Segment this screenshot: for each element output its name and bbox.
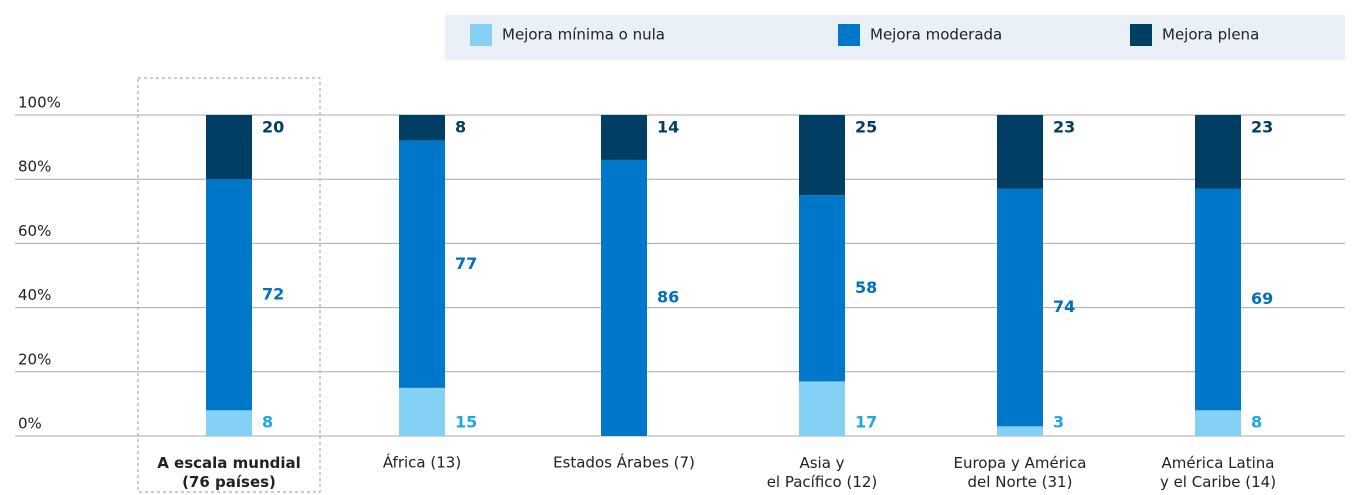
value-label: 69 (1251, 289, 1273, 308)
y-tick-label: 0% (18, 415, 42, 433)
x-tick-label: África (13) (383, 453, 461, 472)
bar-segment (997, 115, 1043, 189)
value-label: 3 (1053, 413, 1064, 432)
value-label: 20 (262, 118, 284, 137)
bar-segment (206, 115, 252, 180)
value-label: 86 (657, 287, 679, 306)
value-label: 8 (455, 118, 466, 137)
value-label: 23 (1251, 118, 1273, 137)
value-label: 14 (657, 118, 679, 137)
x-tick-label: Estados Árabes (7) (553, 453, 695, 472)
y-tick-label: 40% (18, 286, 51, 304)
bar-segment (1195, 410, 1241, 436)
y-tick-label: 60% (18, 222, 51, 240)
y-tick-label: 80% (18, 158, 51, 176)
bar-segment (206, 179, 252, 411)
legend-label: Mejora moderada (870, 26, 1002, 44)
x-tick-label: A escala mundial (76 países) (157, 454, 301, 491)
bar-segment (799, 115, 845, 196)
value-label: 58 (855, 278, 877, 297)
highlight-box (137, 77, 321, 493)
legend-swatch (1130, 24, 1152, 46)
value-label: 77 (455, 254, 477, 273)
bar-segment (399, 387, 445, 436)
value-label: 25 (855, 118, 877, 137)
bar-segment (799, 381, 845, 436)
bar-segment (997, 426, 1043, 436)
legend-label: Mejora mínima o nula (502, 26, 665, 44)
x-tick-label: Europa y América del Norte (31) (953, 454, 1086, 491)
y-tick-label: 100% (18, 94, 61, 112)
x-tick-label: América Latina y el Caribe (14) (1160, 454, 1276, 491)
value-label: 74 (1053, 297, 1075, 316)
bar-segment (997, 188, 1043, 427)
value-label: 8 (1251, 413, 1262, 432)
value-label: 23 (1053, 118, 1075, 137)
legend-background (445, 15, 1345, 60)
legend-swatch (838, 24, 860, 46)
value-label: 17 (855, 413, 877, 432)
bar-segment (799, 195, 845, 382)
bar-segment (601, 159, 647, 436)
x-tick-label: Asia y el Pacífico (12) (767, 454, 878, 491)
legend-label: Mejora plena (1162, 26, 1259, 44)
bar-segment (1195, 115, 1241, 189)
bar-segment (1195, 188, 1241, 411)
legend-swatch (470, 24, 492, 46)
value-label: 8 (262, 413, 273, 432)
bar-segment (206, 410, 252, 436)
bar-segment (399, 140, 445, 388)
bar-segment (601, 115, 647, 160)
bar-segment (399, 115, 445, 141)
value-label: 15 (455, 413, 477, 432)
y-tick-label: 20% (18, 350, 51, 368)
value-label: 72 (262, 284, 284, 303)
